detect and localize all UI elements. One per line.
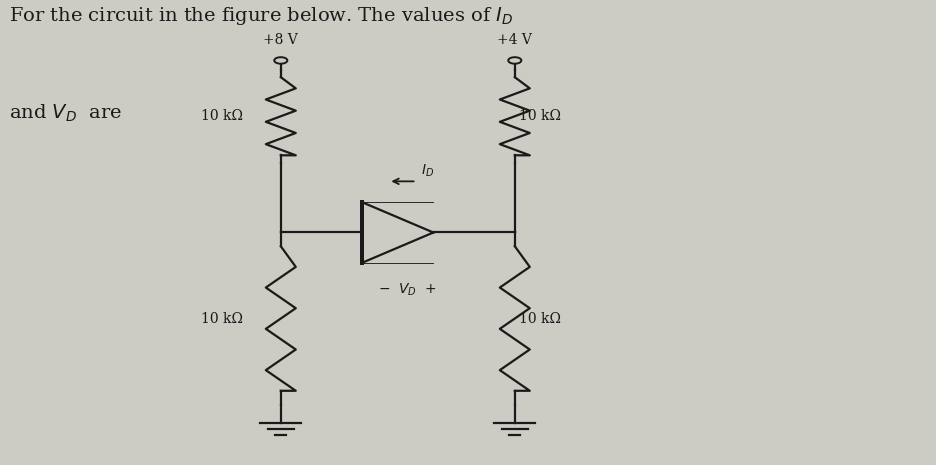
Text: $I_D$: $I_D$: [421, 163, 434, 179]
Text: For the circuit in the figure below. The values of $I_D$: For the circuit in the figure below. The…: [9, 5, 514, 27]
Circle shape: [508, 57, 521, 64]
Text: 10 kΩ: 10 kΩ: [519, 312, 562, 326]
Text: +8 V: +8 V: [263, 33, 299, 46]
Text: +4 V: +4 V: [497, 33, 533, 46]
Text: $-$  $V_D$  $+$: $-$ $V_D$ $+$: [378, 281, 436, 298]
Text: and $V_D$  are: and $V_D$ are: [9, 102, 123, 124]
Text: 10 kΩ: 10 kΩ: [201, 109, 243, 123]
Text: 10 kΩ: 10 kΩ: [201, 312, 243, 326]
Circle shape: [274, 57, 287, 64]
Text: 10 kΩ: 10 kΩ: [519, 109, 562, 123]
